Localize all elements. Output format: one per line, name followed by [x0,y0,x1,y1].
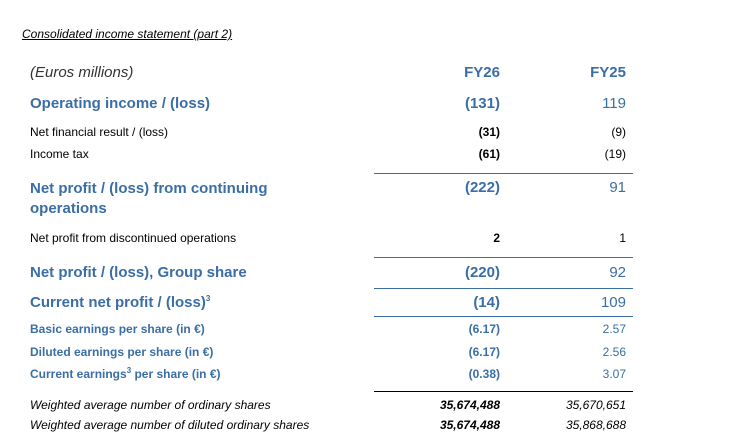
divider [374,391,633,392]
fy26-value: (6.17) [468,345,500,359]
row-label: Net profit from discontinued operations [30,231,237,245]
fy26-value: (222) [464,179,500,196]
fy25-value: 35,670,651 [565,398,626,412]
row-label: Weighted average number of ordinary shar… [30,398,271,412]
fy25-value: 92 [609,264,626,281]
fy26-value: (31) [478,125,500,139]
row-label: Weighted average number of diluted ordin… [30,418,310,432]
fy25-value: 2.57 [602,322,626,336]
fy26-value: (220) [464,264,500,281]
row-label: Current earnings3 per share (in €) [30,366,221,382]
fy25-value: 2.56 [602,345,626,359]
fy25-value: 119 [602,95,626,112]
fy25-value: 35,868,688 [565,418,626,432]
table-caption: Consolidated income statement (part 2) [22,27,233,41]
fy26-value: (0.38) [468,367,500,381]
fy26-value: (14) [473,294,500,311]
row-label: Net profit / (loss), Group share [30,264,247,281]
unit-label: (Euros millions) [30,64,134,81]
row-label: Net financial result / (loss) [30,125,169,139]
fy25-value: (19) [604,147,626,161]
fy25-value: 1 [619,231,626,245]
row-label: Current net profit / (loss)3 [30,294,211,311]
fy25-value: (9) [611,125,626,139]
fy25-value: 3.07 [602,367,626,381]
row-label: Net profit / (loss) from continuing opera… [30,180,268,217]
row-label: Basic earnings per share (in €) [30,322,205,336]
fy26-value: 35,674,488 [439,398,500,412]
divider [374,316,633,317]
fy25-value: 91 [609,179,626,196]
row-label: Operating income / (loss) [30,95,211,112]
divider [374,288,633,289]
column-header-fy25: FY25 [590,64,626,81]
fy26-value: (6.17) [468,322,500,336]
fy26-value: (131) [464,95,500,112]
fy26-value: 2 [493,231,500,245]
fy25-value: 109 [600,294,626,311]
fy26-value: (61) [478,147,500,161]
divider [374,257,633,258]
divider [374,173,633,174]
row-label: Diluted earnings per share (in €) [30,345,214,359]
row-label: Income tax [30,147,89,161]
column-header-fy26: FY26 [464,64,500,81]
fy26-value: 35,674,488 [439,418,500,432]
